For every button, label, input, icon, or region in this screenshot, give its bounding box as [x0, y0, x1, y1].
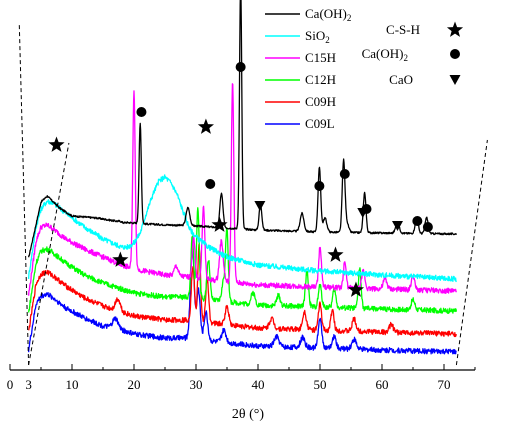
triangle-marker [357, 208, 369, 218]
legend-label: C15H [305, 50, 336, 65]
series-line-c15h [27, 83, 457, 296]
triangle-marker [254, 201, 266, 211]
circle-marker [205, 179, 216, 189]
x-tick-label: 40 [252, 377, 265, 392]
phase-legend-triangle-icon [449, 75, 461, 85]
x-tick-label: 10 [66, 377, 79, 392]
phase-legend: C-S-H Ca(OH)2 CaO [362, 21, 464, 87]
phase-legend-label: Ca(OH)2 [362, 46, 408, 63]
circle-marker [422, 222, 433, 232]
series-line-sio [27, 174, 457, 283]
star-marker [197, 118, 214, 134]
series-line-c09l [27, 242, 457, 355]
x-tick-label: 50 [314, 377, 327, 392]
phase-markers [48, 62, 433, 297]
phase-legend-label: C-S-H [386, 22, 420, 37]
star-marker [112, 251, 129, 267]
phase-legend-circle-icon [450, 49, 460, 59]
circle-marker [412, 216, 423, 226]
x-tick-label: 20 [128, 377, 141, 392]
legend-label: SiO2 [305, 28, 330, 45]
star-marker [48, 136, 65, 152]
star-marker [347, 281, 365, 297]
series-line-c09h [27, 243, 458, 338]
series-curves [27, 0, 458, 355]
left-dashed-guide [18, 24, 30, 366]
circle-marker [235, 62, 246, 72]
legend-label: Ca(OH)2 [305, 6, 351, 23]
circle-marker [339, 169, 350, 179]
x-tick-label: 70 [438, 377, 451, 392]
phase-legend-label: CaO [389, 72, 413, 87]
x-tick-label: 3 [25, 377, 32, 392]
circle-marker [136, 107, 147, 117]
x-tick-label: 30 [190, 377, 203, 392]
triangle-marker [392, 221, 403, 231]
x-axis-title: 2θ (°) [232, 407, 264, 422]
legend-label: C09L [305, 116, 335, 131]
x-axis: 0 3 10 20 30 40 50 60 70 [7, 364, 476, 392]
series-legend: Ca(OH)2 SiO2 C15H C12H C09H C09L [265, 6, 351, 131]
legend-label: C12H [305, 72, 336, 87]
left-dashed-guide-2 [28, 142, 70, 366]
series-line-c12h [27, 207, 458, 314]
dashed-guides [18, 24, 488, 366]
phase-legend-star-icon [446, 21, 464, 37]
series-line-ca-oh [27, 0, 458, 258]
legend-label: C09H [305, 94, 336, 109]
x-tick-label: 60 [376, 377, 389, 392]
x-tick-label: 0 [7, 377, 14, 392]
star-marker [327, 246, 344, 262]
star-marker [211, 216, 228, 232]
circle-marker [314, 181, 325, 191]
right-dashed-guide [455, 139, 488, 366]
